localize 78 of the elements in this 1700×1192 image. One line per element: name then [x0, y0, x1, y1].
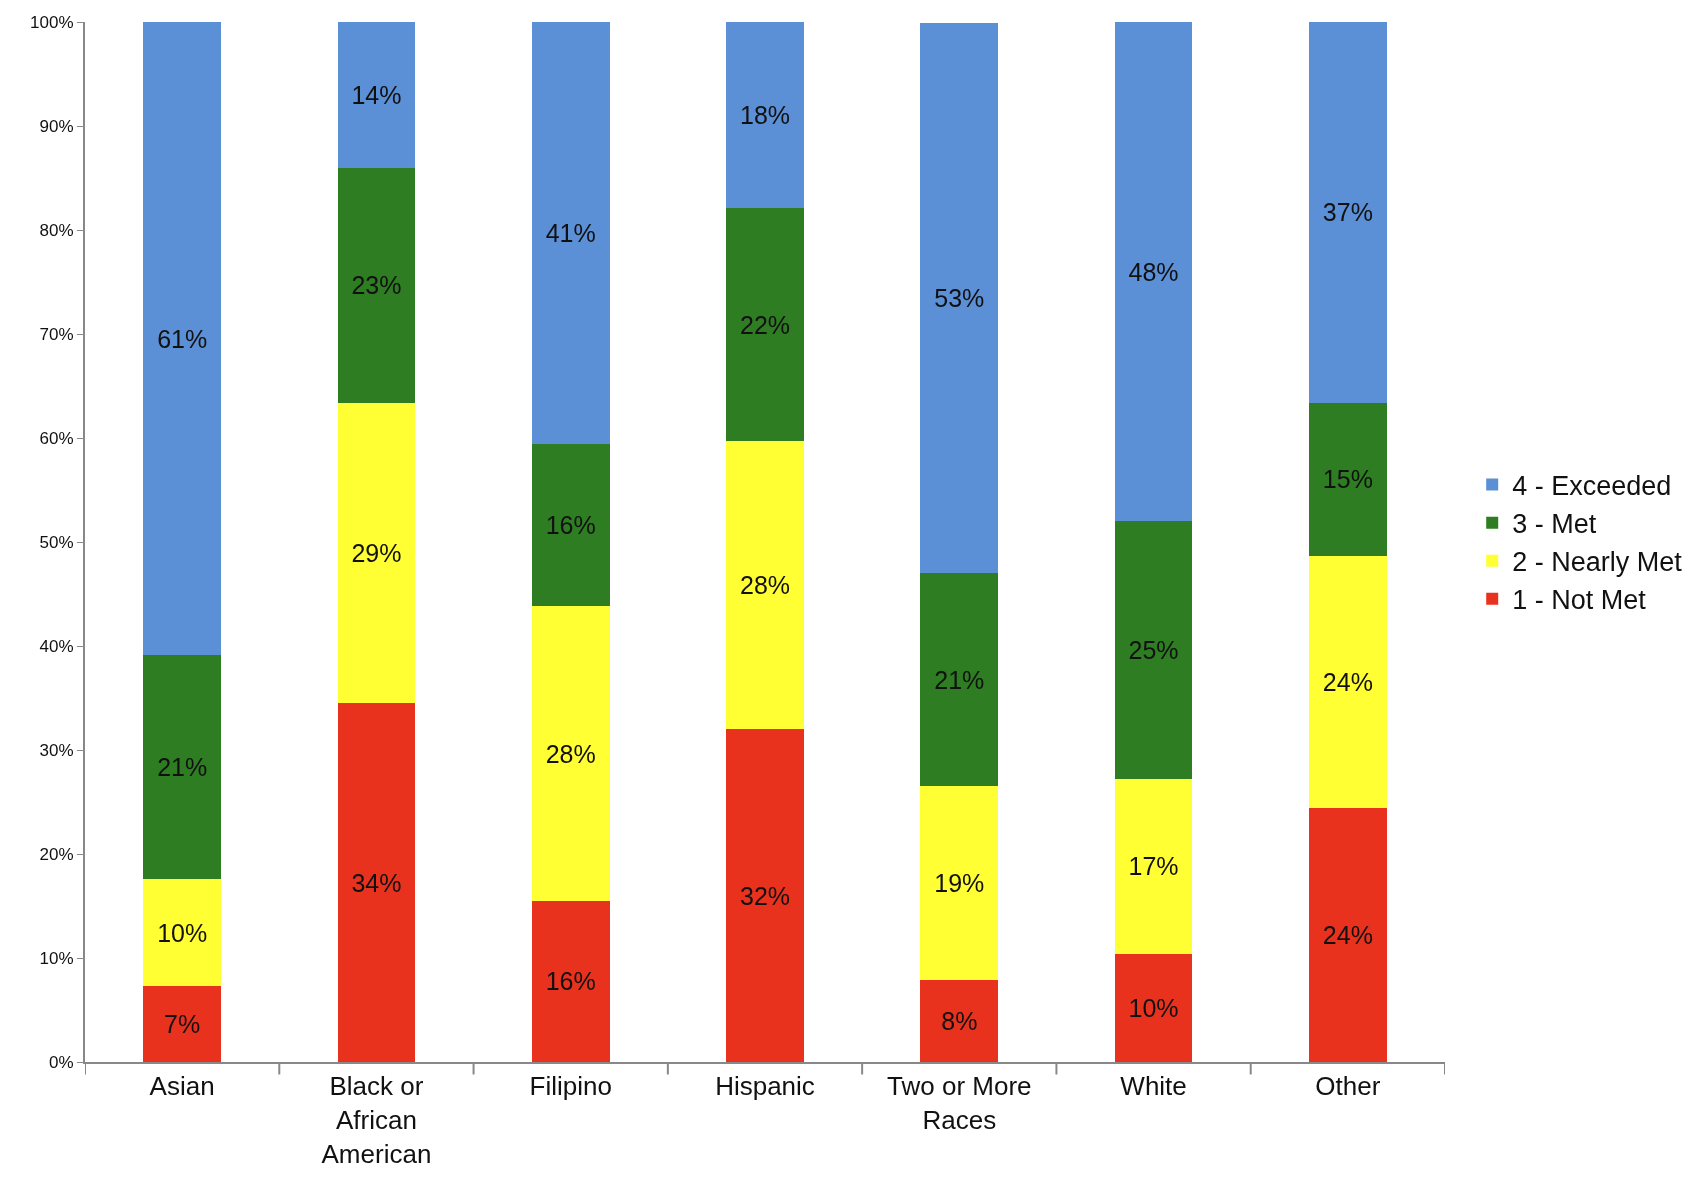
- x-tick-label: Other: [1315, 1071, 1381, 1102]
- x-tick-label: Hispanic: [715, 1071, 815, 1102]
- y-tick-label: 100%: [30, 12, 74, 32]
- y-tick-label: 20%: [39, 844, 74, 864]
- x-tick-label: White: [1120, 1071, 1187, 1102]
- data-label: 28%: [545, 739, 596, 768]
- y-tick-label: 70%: [39, 324, 74, 344]
- data-label: 28%: [739, 571, 791, 600]
- bar: [1114, 953, 1193, 1062]
- data-label: 8%: [941, 1006, 978, 1035]
- data-label: 10%: [1128, 993, 1179, 1022]
- bar: [531, 444, 610, 607]
- bar: [531, 22, 610, 445]
- data-label: 17%: [1128, 852, 1179, 881]
- legend-label: 2 - Nearly Met: [1512, 547, 1683, 578]
- data-label: 18%: [739, 101, 791, 130]
- bar: [143, 655, 221, 879]
- bar: [143, 22, 221, 656]
- bar: [531, 606, 610, 901]
- data-label: 24%: [1322, 667, 1373, 696]
- data-label: 61%: [157, 324, 208, 353]
- bar: [1114, 521, 1193, 780]
- y-tick-label: 10%: [39, 948, 74, 968]
- data-label: 21%: [934, 665, 985, 694]
- bar: [143, 986, 221, 1062]
- bar: [1309, 22, 1387, 403]
- bar: [920, 786, 999, 980]
- legend-label: 3 - Met: [1512, 509, 1597, 540]
- data-label: 16%: [545, 967, 596, 996]
- y-tick-label: 0%: [49, 1052, 74, 1072]
- x-tick-label: Two or More Races: [887, 1071, 1032, 1135]
- bar: [1309, 808, 1387, 1062]
- y-tick-label: 50%: [39, 532, 74, 552]
- bar: [1114, 22, 1193, 522]
- bar: [337, 402, 416, 704]
- data-label: 37%: [1322, 198, 1373, 227]
- bar: [143, 878, 221, 987]
- bar: [726, 22, 804, 209]
- data-label: 25%: [1128, 636, 1179, 665]
- x-tick-label: Filipino: [529, 1071, 612, 1102]
- data-label: 53%: [934, 284, 985, 313]
- data-label: 16%: [545, 511, 596, 540]
- data-label: 32%: [739, 881, 791, 910]
- y-tick-label: 40%: [39, 636, 74, 656]
- data-label: 22%: [739, 310, 791, 339]
- data-label: 29%: [351, 538, 402, 567]
- bar: [920, 23, 999, 574]
- bar: [726, 441, 804, 730]
- data-label: 23%: [351, 271, 402, 300]
- x-tick-label: Asian: [149, 1071, 215, 1102]
- bar: [920, 573, 999, 787]
- bar: [726, 208, 804, 442]
- bar: [1114, 779, 1193, 954]
- legend-label: 1 - Not Met: [1512, 585, 1647, 616]
- data-label: 34%: [351, 868, 402, 897]
- data-label: 10%: [157, 918, 208, 947]
- data-label: 24%: [1322, 921, 1373, 950]
- legend-label: 4 - Exceeded: [1512, 471, 1672, 502]
- y-tick-label: 90%: [39, 116, 74, 136]
- data-label: 19%: [934, 869, 985, 898]
- y-tick-label: 80%: [39, 220, 74, 240]
- data-label: 41%: [545, 219, 596, 248]
- data-label: 7%: [164, 1010, 201, 1039]
- data-label: 15%: [1322, 465, 1373, 494]
- x-tick-label: Black or African American: [321, 1071, 432, 1169]
- bar: [337, 22, 416, 168]
- data-label: 14%: [351, 80, 402, 109]
- bar: [1309, 402, 1387, 556]
- y-tick-label: 60%: [39, 428, 74, 448]
- bar: [1309, 555, 1387, 809]
- data-label: 21%: [157, 753, 208, 782]
- data-label: 48%: [1128, 257, 1179, 286]
- y-tick-label: 30%: [39, 740, 74, 760]
- bar: [337, 703, 416, 1062]
- bar: [337, 167, 416, 403]
- bar: [531, 900, 610, 1062]
- bar: [920, 979, 999, 1062]
- bar: [726, 729, 804, 1062]
